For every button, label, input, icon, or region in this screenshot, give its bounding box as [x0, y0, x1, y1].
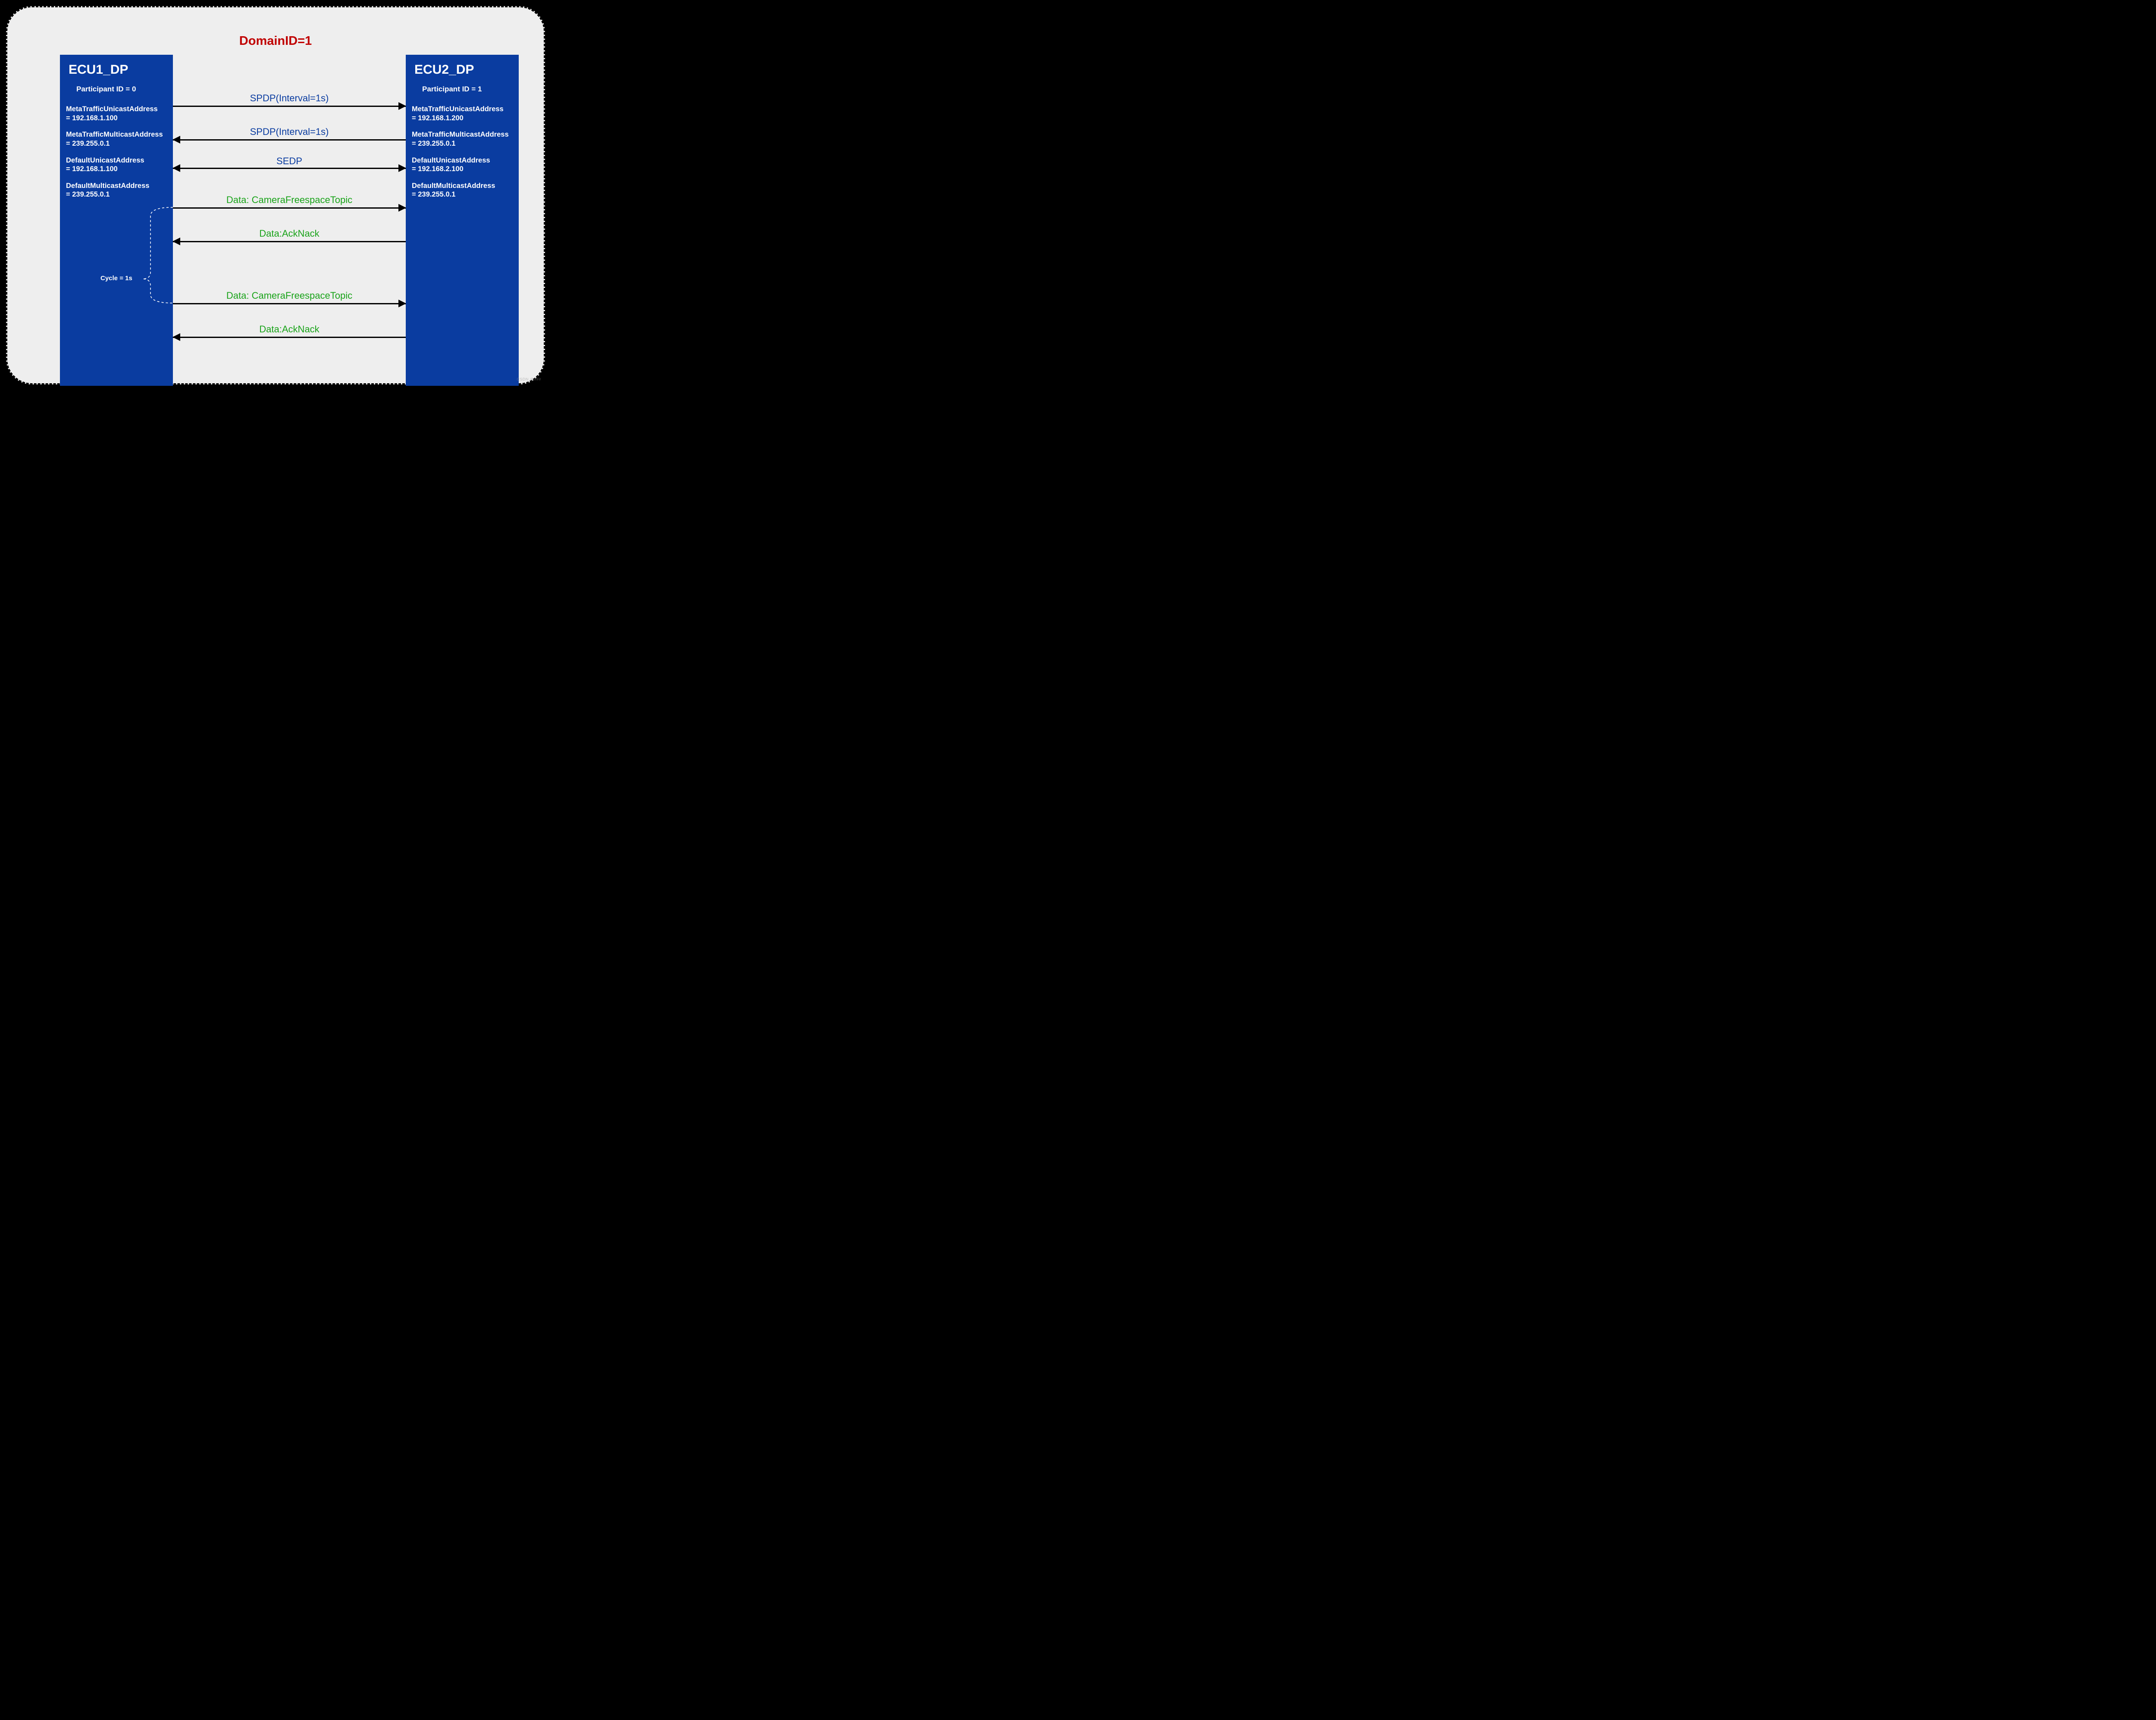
arrow-2: [173, 168, 406, 169]
arrow-label-5: Data: CameraFreespaceTopic: [173, 290, 406, 301]
arrow-0: [173, 106, 406, 107]
arrow-label-4: Data:AckNack: [173, 228, 406, 239]
arrow-5: [173, 303, 406, 304]
diagram-canvas: DomainID=1 ECU1_DP Participant ID = 0 Me…: [0, 0, 551, 390]
ecu2-participant-id: Participant ID = 1: [422, 85, 514, 94]
arrow-label-2: SEDP: [173, 156, 406, 167]
ecu2-title: ECU2_DP: [414, 63, 514, 77]
message-lane: Cycle = 1s SPDP(Interval=1s)SPDP(Interva…: [173, 55, 406, 386]
ecu2-field-1: MetaTrafficMulticastAddress= 239.255.0.1: [412, 130, 514, 148]
arrow-label-1: SPDP(Interval=1s): [173, 126, 406, 138]
diagram-title: DomainID=1: [7, 34, 544, 48]
arrow-3: [173, 207, 406, 209]
arrow-4: [173, 241, 406, 242]
dashed-frame: DomainID=1 ECU1_DP Participant ID = 0 Me…: [6, 6, 545, 385]
arrow-1: [173, 139, 406, 141]
cycle-label: Cycle = 1s: [100, 275, 132, 282]
ecu2-field-2: DefaultUnicastAddress= 192.168.2.100: [412, 156, 514, 174]
arrow-label-6: Data:AckNack: [173, 324, 406, 335]
ecu2-box: ECU2_DP Participant ID = 1 MetaTrafficUn…: [406, 55, 519, 386]
ecu2-field-3: DefaultMulticastAddress= 239.255.0.1: [412, 181, 514, 199]
arrow-6: [173, 337, 406, 338]
ecu2-field-0: MetaTrafficUnicastAddress= 192.168.1.200: [412, 105, 514, 122]
watermark: CSDN @###: [517, 377, 541, 382]
arrow-label-0: SPDP(Interval=1s): [173, 93, 406, 104]
arrow-label-3: Data: CameraFreespaceTopic: [173, 194, 406, 206]
